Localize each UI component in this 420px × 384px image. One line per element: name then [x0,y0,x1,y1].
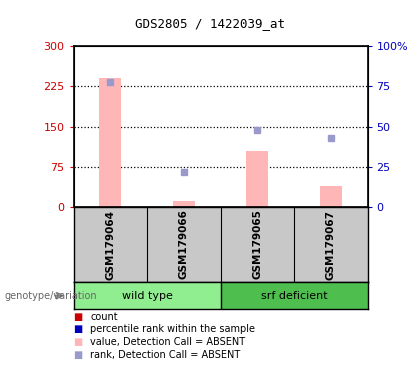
Text: genotype/variation: genotype/variation [4,291,97,301]
Text: ■: ■ [74,337,83,347]
Bar [220,282,368,309]
Text: srf deficient: srf deficient [261,291,327,301]
Text: GSM179067: GSM179067 [326,210,336,280]
Text: count: count [90,312,118,322]
Text: GSM179066: GSM179066 [179,210,189,280]
Bar [320,186,342,207]
Text: GDS2805 / 1422039_at: GDS2805 / 1422039_at [135,17,285,30]
Text: ■: ■ [74,312,83,322]
Bar [173,201,195,207]
Bar [99,78,121,207]
Text: wild type: wild type [121,291,173,301]
Text: value, Detection Call = ABSENT: value, Detection Call = ABSENT [90,337,245,347]
Text: GSM179064: GSM179064 [105,210,115,280]
Text: ■: ■ [74,350,83,360]
Text: percentile rank within the sample: percentile rank within the sample [90,324,255,334]
Text: rank, Detection Call = ABSENT: rank, Detection Call = ABSENT [90,350,241,360]
Bar [246,151,268,207]
Bar [74,282,220,309]
Text: ■: ■ [74,324,83,334]
Text: GSM179065: GSM179065 [252,210,262,280]
